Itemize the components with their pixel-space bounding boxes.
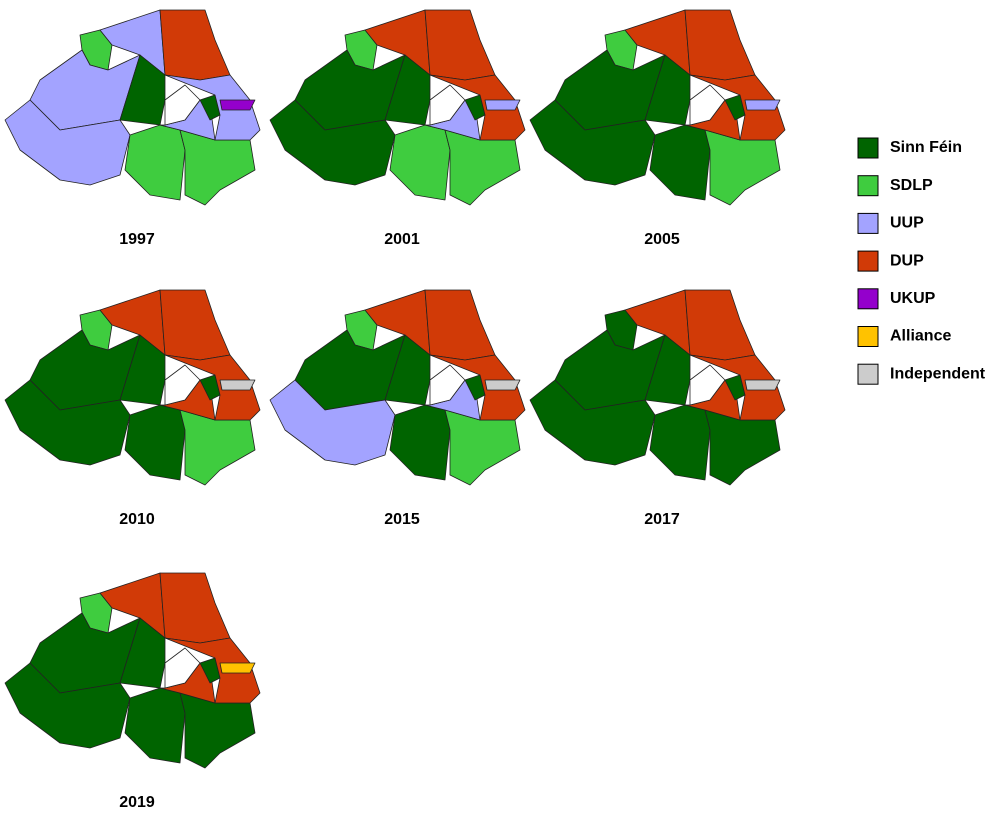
- legend-label: Independent: [890, 365, 986, 382]
- lough-neagh: [429, 84, 466, 126]
- constituency: [384, 54, 431, 126]
- map-year: 2010: [119, 511, 155, 528]
- constituency: [444, 129, 521, 206]
- constituency: [529, 379, 656, 466]
- lough-neagh: [689, 364, 726, 406]
- legend-label: DUP: [890, 252, 924, 269]
- constituency: [649, 124, 711, 201]
- legend-swatch: [857, 363, 879, 385]
- constituency: [649, 404, 711, 481]
- legend-swatch: [857, 212, 879, 234]
- constituency: [164, 637, 261, 704]
- constituency: [429, 354, 526, 421]
- election-map: 2010: [4, 289, 261, 528]
- legend-label: UKUP: [890, 290, 936, 307]
- constituency: [119, 334, 166, 406]
- constituency: [119, 54, 166, 126]
- constituency: [4, 99, 131, 186]
- constituency: [529, 99, 656, 186]
- constituency: [689, 354, 786, 421]
- legend-swatch: [857, 326, 879, 347]
- constituency: [484, 379, 521, 391]
- constituency: [389, 404, 451, 481]
- election-map: 2017: [529, 289, 786, 528]
- constituency: [219, 99, 256, 111]
- constituency: [424, 9, 496, 81]
- lough-neagh: [164, 364, 201, 406]
- constituency: [124, 687, 186, 764]
- constituency: [124, 404, 186, 481]
- constituency: [689, 74, 786, 141]
- lough-neagh: [429, 364, 466, 406]
- constituency: [219, 662, 256, 674]
- legend-label: Alliance: [890, 328, 951, 345]
- map-year: 2005: [644, 231, 680, 248]
- constituency: [704, 409, 781, 486]
- constituency: [179, 409, 256, 486]
- constituency: [644, 334, 691, 406]
- constituency: [684, 289, 756, 361]
- legend-label: Sinn Féin: [890, 139, 962, 156]
- election-map: 2015: [269, 289, 526, 528]
- constituency: [179, 129, 256, 206]
- map-year: 2019: [119, 794, 155, 811]
- lough-neagh: [164, 84, 201, 126]
- constituency: [164, 74, 261, 141]
- constituency: [444, 409, 521, 486]
- constituency: [179, 692, 256, 769]
- legend-swatch: [857, 137, 879, 159]
- constituency: [219, 379, 256, 391]
- constituency: [269, 379, 396, 466]
- constituency: [429, 74, 526, 141]
- constituency: [159, 9, 231, 81]
- constituency: [4, 662, 131, 749]
- constituency: [159, 289, 231, 361]
- constituency: [124, 124, 186, 201]
- election-map: 1997: [4, 9, 261, 248]
- lough-neagh: [689, 84, 726, 126]
- constituency: [389, 124, 451, 201]
- election-map: 2019: [4, 572, 261, 811]
- legend-swatch: [857, 288, 879, 310]
- legend-swatch: [857, 250, 879, 272]
- constituency: [744, 99, 781, 111]
- constituency: [704, 129, 781, 206]
- legend-swatch: [857, 175, 879, 197]
- legend-label: UUP: [890, 215, 924, 232]
- constituency: [159, 572, 231, 644]
- legend-label: SDLP: [890, 177, 933, 194]
- constituency: [424, 289, 496, 361]
- constituency: [119, 617, 166, 689]
- constituency: [384, 334, 431, 406]
- map-year: 2015: [384, 511, 420, 528]
- constituency: [684, 9, 756, 81]
- constituency: [269, 99, 396, 186]
- constituency: [484, 99, 521, 111]
- constituency: [4, 379, 131, 466]
- map-year: 1997: [119, 231, 155, 248]
- lough-neagh: [164, 647, 201, 689]
- constituency: [744, 379, 781, 391]
- constituency: [644, 54, 691, 126]
- map-year: 2001: [384, 231, 420, 248]
- election-map: 2005: [529, 9, 786, 248]
- map-year: 2017: [644, 511, 680, 528]
- election-map: 2001: [269, 9, 526, 248]
- constituency: [164, 354, 261, 421]
